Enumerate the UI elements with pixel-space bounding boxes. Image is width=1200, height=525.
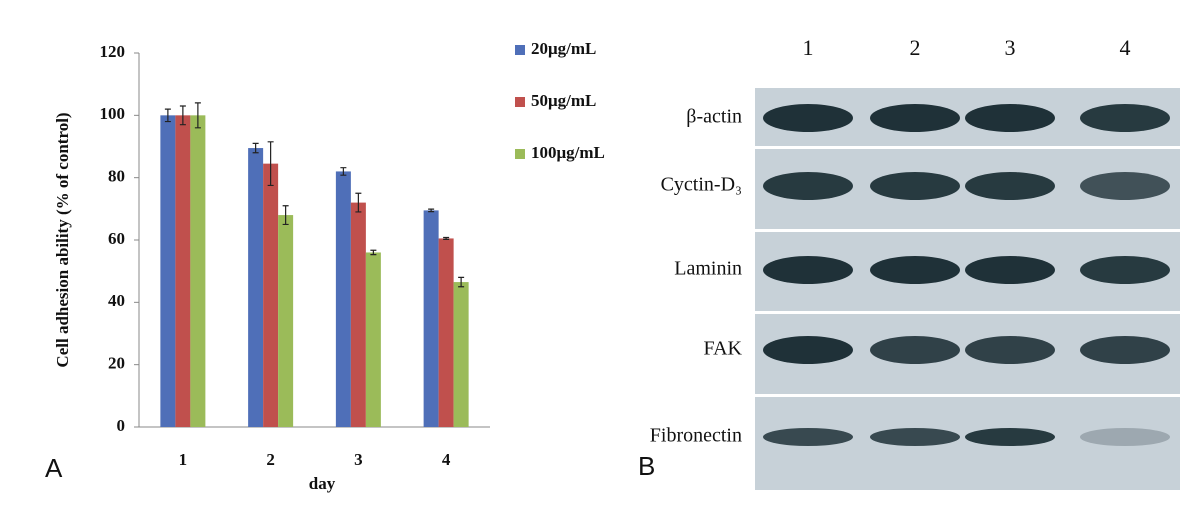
- legend-label: 50μg/mL: [531, 91, 596, 110]
- row-separator: [755, 394, 1180, 397]
- error-bar: [340, 167, 347, 176]
- y-tick-label: 20: [108, 354, 125, 373]
- error-bar: [443, 236, 450, 240]
- band: [763, 104, 853, 132]
- band: [965, 428, 1055, 446]
- y-axis-label: Cell adhesion ability (% of control): [53, 112, 72, 367]
- error-bar: [194, 102, 201, 129]
- y-tick-label: 100: [100, 104, 126, 123]
- panel-label: A: [45, 453, 63, 483]
- band: [870, 428, 960, 446]
- band: [870, 172, 960, 200]
- bar: [190, 115, 206, 427]
- bar: [160, 115, 176, 427]
- y-tick-label: 60: [108, 229, 125, 248]
- band: [1080, 336, 1170, 364]
- row-separator: [755, 146, 1180, 149]
- band: [763, 336, 853, 364]
- legend-swatch: [515, 97, 525, 107]
- legend-label: 20μg/mL: [531, 39, 596, 58]
- row-separator: [755, 311, 1180, 314]
- x-tick-label: 1: [179, 450, 188, 469]
- lane-label: 4: [1120, 35, 1131, 60]
- error-bar: [355, 192, 362, 213]
- row-label: Cyctin-D₃: [661, 174, 742, 196]
- band: [965, 104, 1055, 132]
- legend-swatch: [515, 149, 525, 159]
- x-axis-label: day: [309, 474, 336, 493]
- legend-label: 100μg/mL: [531, 143, 605, 162]
- error-bar: [370, 249, 377, 256]
- y-tick-label: 120: [100, 42, 126, 61]
- bar: [350, 202, 366, 427]
- y-tick-label: 40: [108, 291, 125, 310]
- error-bar: [428, 208, 435, 213]
- bar: [438, 238, 454, 427]
- x-tick-label: 2: [266, 450, 275, 469]
- band: [870, 256, 960, 284]
- band: [763, 256, 853, 284]
- y-tick-label: 0: [117, 416, 126, 435]
- blot-background: [755, 88, 1180, 490]
- panel-label: B: [638, 451, 655, 481]
- row-separator: [755, 229, 1180, 232]
- row-label: β-actin: [686, 106, 742, 128]
- band: [965, 172, 1055, 200]
- bar: [365, 252, 381, 427]
- band: [1080, 428, 1170, 446]
- x-tick-label: 4: [442, 450, 451, 469]
- band: [870, 336, 960, 364]
- error-bar: [267, 141, 274, 187]
- bar: [263, 163, 279, 427]
- band: [1080, 256, 1170, 284]
- bar: [453, 282, 469, 427]
- legend-swatch: [515, 45, 525, 55]
- lane-label: 3: [1005, 35, 1016, 60]
- bar: [278, 215, 294, 427]
- error-bar: [282, 205, 289, 226]
- error-bar: [458, 276, 465, 288]
- band: [763, 172, 853, 200]
- lane-label: 2: [910, 35, 921, 60]
- lane-label: 1: [803, 35, 814, 60]
- row-label: Fibronectin: [650, 425, 742, 447]
- y-tick-label: 80: [108, 167, 125, 186]
- row-label: FAK: [703, 338, 742, 360]
- band: [1080, 104, 1170, 132]
- band: [870, 104, 960, 132]
- bar: [335, 171, 351, 427]
- error-bar: [252, 142, 259, 154]
- error-bar: [164, 108, 171, 123]
- error-bar: [179, 105, 186, 126]
- bar: [248, 148, 264, 427]
- bar: [423, 210, 439, 427]
- x-tick-label: 3: [354, 450, 363, 469]
- band: [763, 428, 853, 446]
- band: [965, 336, 1055, 364]
- bar: [175, 115, 191, 427]
- band: [1080, 172, 1170, 200]
- row-label: Laminin: [674, 258, 742, 280]
- band: [965, 256, 1055, 284]
